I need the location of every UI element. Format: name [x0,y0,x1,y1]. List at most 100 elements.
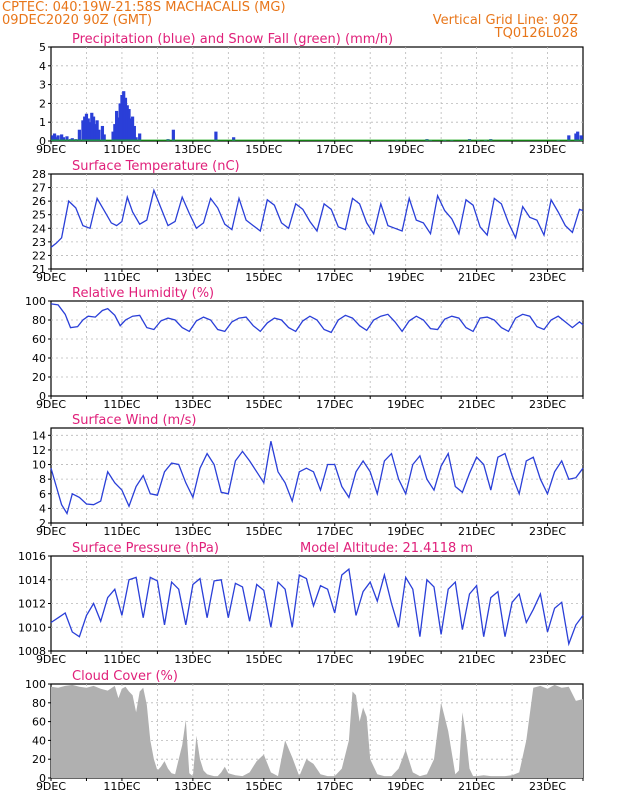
x-tick-label: 9DEC [36,398,66,411]
precip-bar [91,116,96,141]
x-tick-label: 11DEC [103,525,140,538]
y-tick-label: 20 [32,753,46,766]
plot-frame [50,300,584,397]
y-tick-label: 80 [32,697,46,710]
x-tick-label: 23DEC [529,143,566,156]
panel-title: Surface Temperature (nC) [72,159,240,174]
panel-6: 0 20 40 60 80 100 9DEC 11DEC 13DEC 15DEC 17DEC 19DE… [25,669,584,793]
y-tick-label: 40 [32,352,46,365]
series-line [50,441,584,516]
y-tick-label: 1014 [18,574,46,587]
precip-bar [86,118,90,141]
panel-4: 2 46 810 12 14 9DEC 11DEC 13DEC 15DEC 17DEC 19DEC 2… [32,413,584,538]
x-tick-label: 21DEC [458,525,495,538]
y-tick-label: 8 [39,473,46,486]
precip-bar [579,135,583,141]
y-tick-label: 25 [32,209,46,222]
x-tick-label: 15DEC [245,143,282,156]
x-tick-label: 13DEC [174,398,211,411]
precip-bar [113,124,117,141]
x-tick-label: 23DEC [529,398,566,411]
y-tick-label: 27 [32,182,46,195]
precip-bar [84,113,89,141]
precip-bar [93,124,97,141]
panel-title: Precipitation (blue) and Snow Fall (gree… [72,32,393,47]
y-tick-label: 1016 [18,550,46,563]
y-tick-label: 100 [25,295,46,308]
x-tick-label: 17DEC [316,780,353,793]
x-tick-label: 13DEC [174,780,211,793]
y-tick-label: 2 [39,97,46,110]
x-tick-label: 9DEC [36,271,66,284]
precip-bar [51,135,55,141]
y-tick-label: 1008 [18,645,46,658]
precip-bar [118,103,122,141]
x-tick-label: 15DEC [245,525,282,538]
precip-bar [65,136,69,141]
x-tick-label: 9DEC [36,525,66,538]
precip-bar [111,131,115,141]
x-tick-label: 11DEC [103,398,140,411]
precip-bar [127,109,131,141]
x-tick-label: 21DEC [458,398,495,411]
precip-bar [130,116,135,141]
panel-title: Surface Wind (m/s) [72,413,196,428]
x-tick-label: 11DEC [103,271,140,284]
y-tick-label: 0 [39,390,46,403]
precip-bar [77,129,81,141]
y-tick-label: 6 [39,488,46,501]
y-tick-label: 22 [32,249,46,262]
precip-bar [95,120,99,141]
precip-bar [214,131,218,141]
y-tick-label: 12 [32,444,46,457]
y-tick-label: 0 [39,772,46,785]
precip-bar [171,129,175,141]
precip-bar [574,133,578,141]
x-tick-label: 15DEC [245,653,282,666]
plot-frame [50,46,584,142]
precip-bar [100,125,105,141]
precip-bar [83,116,87,141]
panel-title: Cloud Cover (%) [72,669,178,684]
x-tick-label: 13DEC [174,143,211,156]
precip-bar [61,137,66,141]
x-tick-label: 11DEC [103,780,140,793]
y-tick-label: 0 [39,135,46,148]
x-tick-label: 21DEC [458,653,495,666]
precip-bar [132,125,136,141]
x-tick-label: 17DEC [316,398,353,411]
x-tick-label: 17DEC [316,653,353,666]
precip-bar [115,110,119,141]
x-tick-label: 19DEC [387,398,424,411]
x-tick-label: 23DEC [529,653,566,666]
y-tick-label: 5 [39,41,46,54]
precip-bar [232,137,236,141]
x-tick-label: 15DEC [245,271,282,284]
precip-bar [129,118,133,141]
precip-bar [134,137,138,141]
y-tick-label: 4 [39,502,46,515]
precip-bar [576,131,580,141]
init-time-label: 09DEC2020 90Z (GMT) [2,13,153,28]
y-tick-label: 10 [32,459,46,472]
y-tick-label: 28 [32,168,46,181]
panel-3: 0 20 40 60 80 100 9DEC 11DEC 13DEC 15DEC 17DEC 19DE… [25,286,584,411]
panel-title: Relative Humidity (%) [72,286,214,301]
x-tick-label: 15DEC [245,398,282,411]
precip-bar [88,122,92,141]
panel-annotation: Model Altitude: 21.4118 m [300,541,473,556]
precip-bar [60,134,64,141]
vertical-grid-line-label: Vertical Grid Line: 90Z [432,13,578,28]
y-tick-label: 40 [32,734,46,747]
y-tick-label: 1010 [18,621,46,634]
x-tick-label: 13DEC [174,653,211,666]
y-tick-label: 3 [39,79,46,92]
panel-5: 1008 1010 1012 1014 1016 9DEC 11DEC 13DEC 15DEC 1… [18,541,584,666]
precip-bar [123,97,128,141]
cloud-cover-area [51,684,583,778]
y-tick-label: 1012 [18,598,46,611]
x-tick-label: 19DEC [387,653,424,666]
x-tick-label: 19DEC [387,525,424,538]
y-tick-label: 4 [39,60,46,73]
